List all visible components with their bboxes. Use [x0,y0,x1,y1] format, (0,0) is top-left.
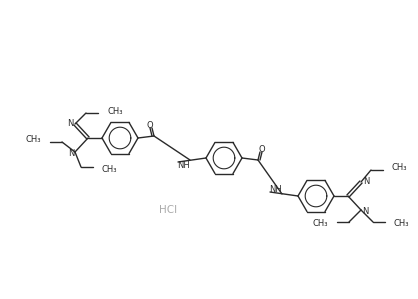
Text: NH: NH [270,184,283,193]
Text: N: N [363,176,369,185]
Text: O: O [259,146,265,155]
Text: HCl: HCl [159,205,177,215]
Text: O: O [147,121,153,130]
Text: CH₃: CH₃ [392,164,408,173]
Text: N: N [362,207,368,216]
Text: CH₃: CH₃ [107,106,122,115]
Text: CH₃: CH₃ [25,135,41,144]
Text: CH₃: CH₃ [102,164,117,173]
Text: NH: NH [178,161,190,170]
Text: N: N [67,118,73,127]
Text: N: N [68,149,74,158]
Text: CH₃: CH₃ [394,219,410,228]
Text: CH₃: CH₃ [313,219,328,228]
